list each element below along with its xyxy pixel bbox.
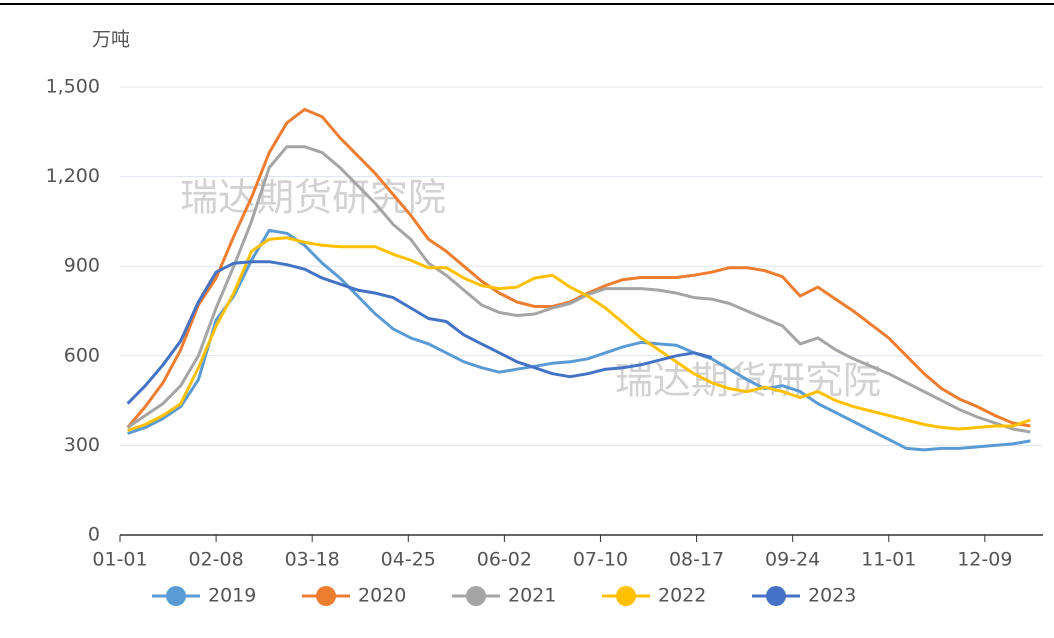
legend-marker (766, 586, 786, 606)
legend-marker (166, 586, 186, 606)
x-tick-label: 03-18 (285, 549, 340, 571)
y-tick-label: 1,200 (46, 165, 100, 187)
x-tick-label: 11-01 (861, 549, 916, 571)
series-line (126, 260, 713, 405)
x-tick-label: 12-09 (957, 549, 1012, 571)
y-tick-label: 300 (64, 434, 100, 456)
legend-label: 2020 (358, 585, 406, 607)
y-unit: 万吨 (92, 29, 130, 51)
series-line (126, 145, 1031, 434)
legend-marker (616, 586, 636, 606)
x-tick-label: 02-08 (188, 549, 243, 571)
legend-label: 2021 (508, 585, 556, 607)
x-tick-label: 09-24 (765, 549, 820, 571)
legend-label: 2023 (808, 585, 856, 607)
x-tick-label: 07-10 (573, 549, 628, 571)
x-tick-label: 01-01 (92, 549, 147, 571)
watermark: 瑞达期货研究院 (180, 176, 446, 220)
series-line (127, 228, 1031, 452)
y-tick-label: 600 (64, 344, 100, 366)
y-tick-label: 1,500 (46, 76, 100, 98)
legend-marker (466, 586, 486, 606)
y-tick-label: 0 (88, 524, 100, 546)
x-tick-label: 04-25 (381, 549, 436, 571)
y-tick-label: 900 (64, 255, 100, 277)
legend-label: 2019 (208, 585, 256, 607)
x-tick-label: 08-17 (669, 549, 724, 571)
series-line (127, 236, 1031, 432)
x-tick-label: 06-02 (477, 549, 532, 571)
legend-marker (316, 586, 336, 606)
legend-label: 2022 (658, 585, 706, 607)
